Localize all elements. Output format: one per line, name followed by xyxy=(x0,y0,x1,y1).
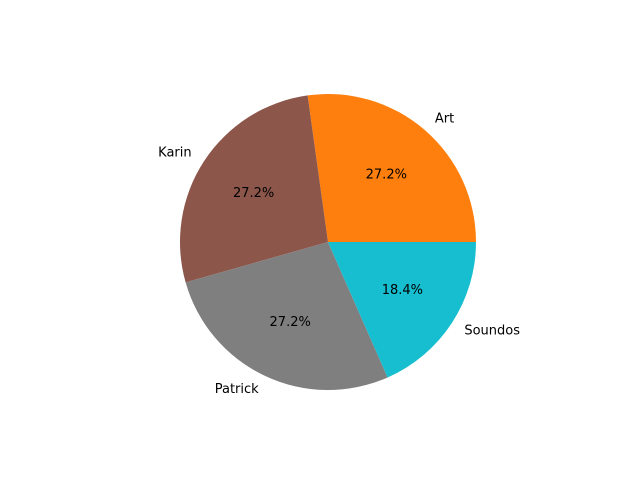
slice-label-karin: Karin xyxy=(158,146,191,161)
percent-label-soundos: 18.4% xyxy=(382,283,423,298)
pie-labels: Art 27.2% Karin 27.2% Patrick 27.2% Soundos 18.… xyxy=(158,112,520,397)
percent-label-patrick: 27.2% xyxy=(270,315,311,330)
pie-slice-karin xyxy=(179,95,328,283)
pie-slice-patrick xyxy=(185,242,388,391)
percent-label-karin: 27.2% xyxy=(233,186,274,201)
pie-slice-art xyxy=(307,93,476,242)
percent-label-art: 27.2% xyxy=(366,168,407,183)
pie-slices xyxy=(179,93,476,391)
slice-label-art: Art xyxy=(435,112,454,127)
slice-label-soundos: Soundos xyxy=(464,323,520,338)
pie-slice-soundos xyxy=(328,242,476,378)
slice-label-patrick: Patrick xyxy=(215,382,259,397)
